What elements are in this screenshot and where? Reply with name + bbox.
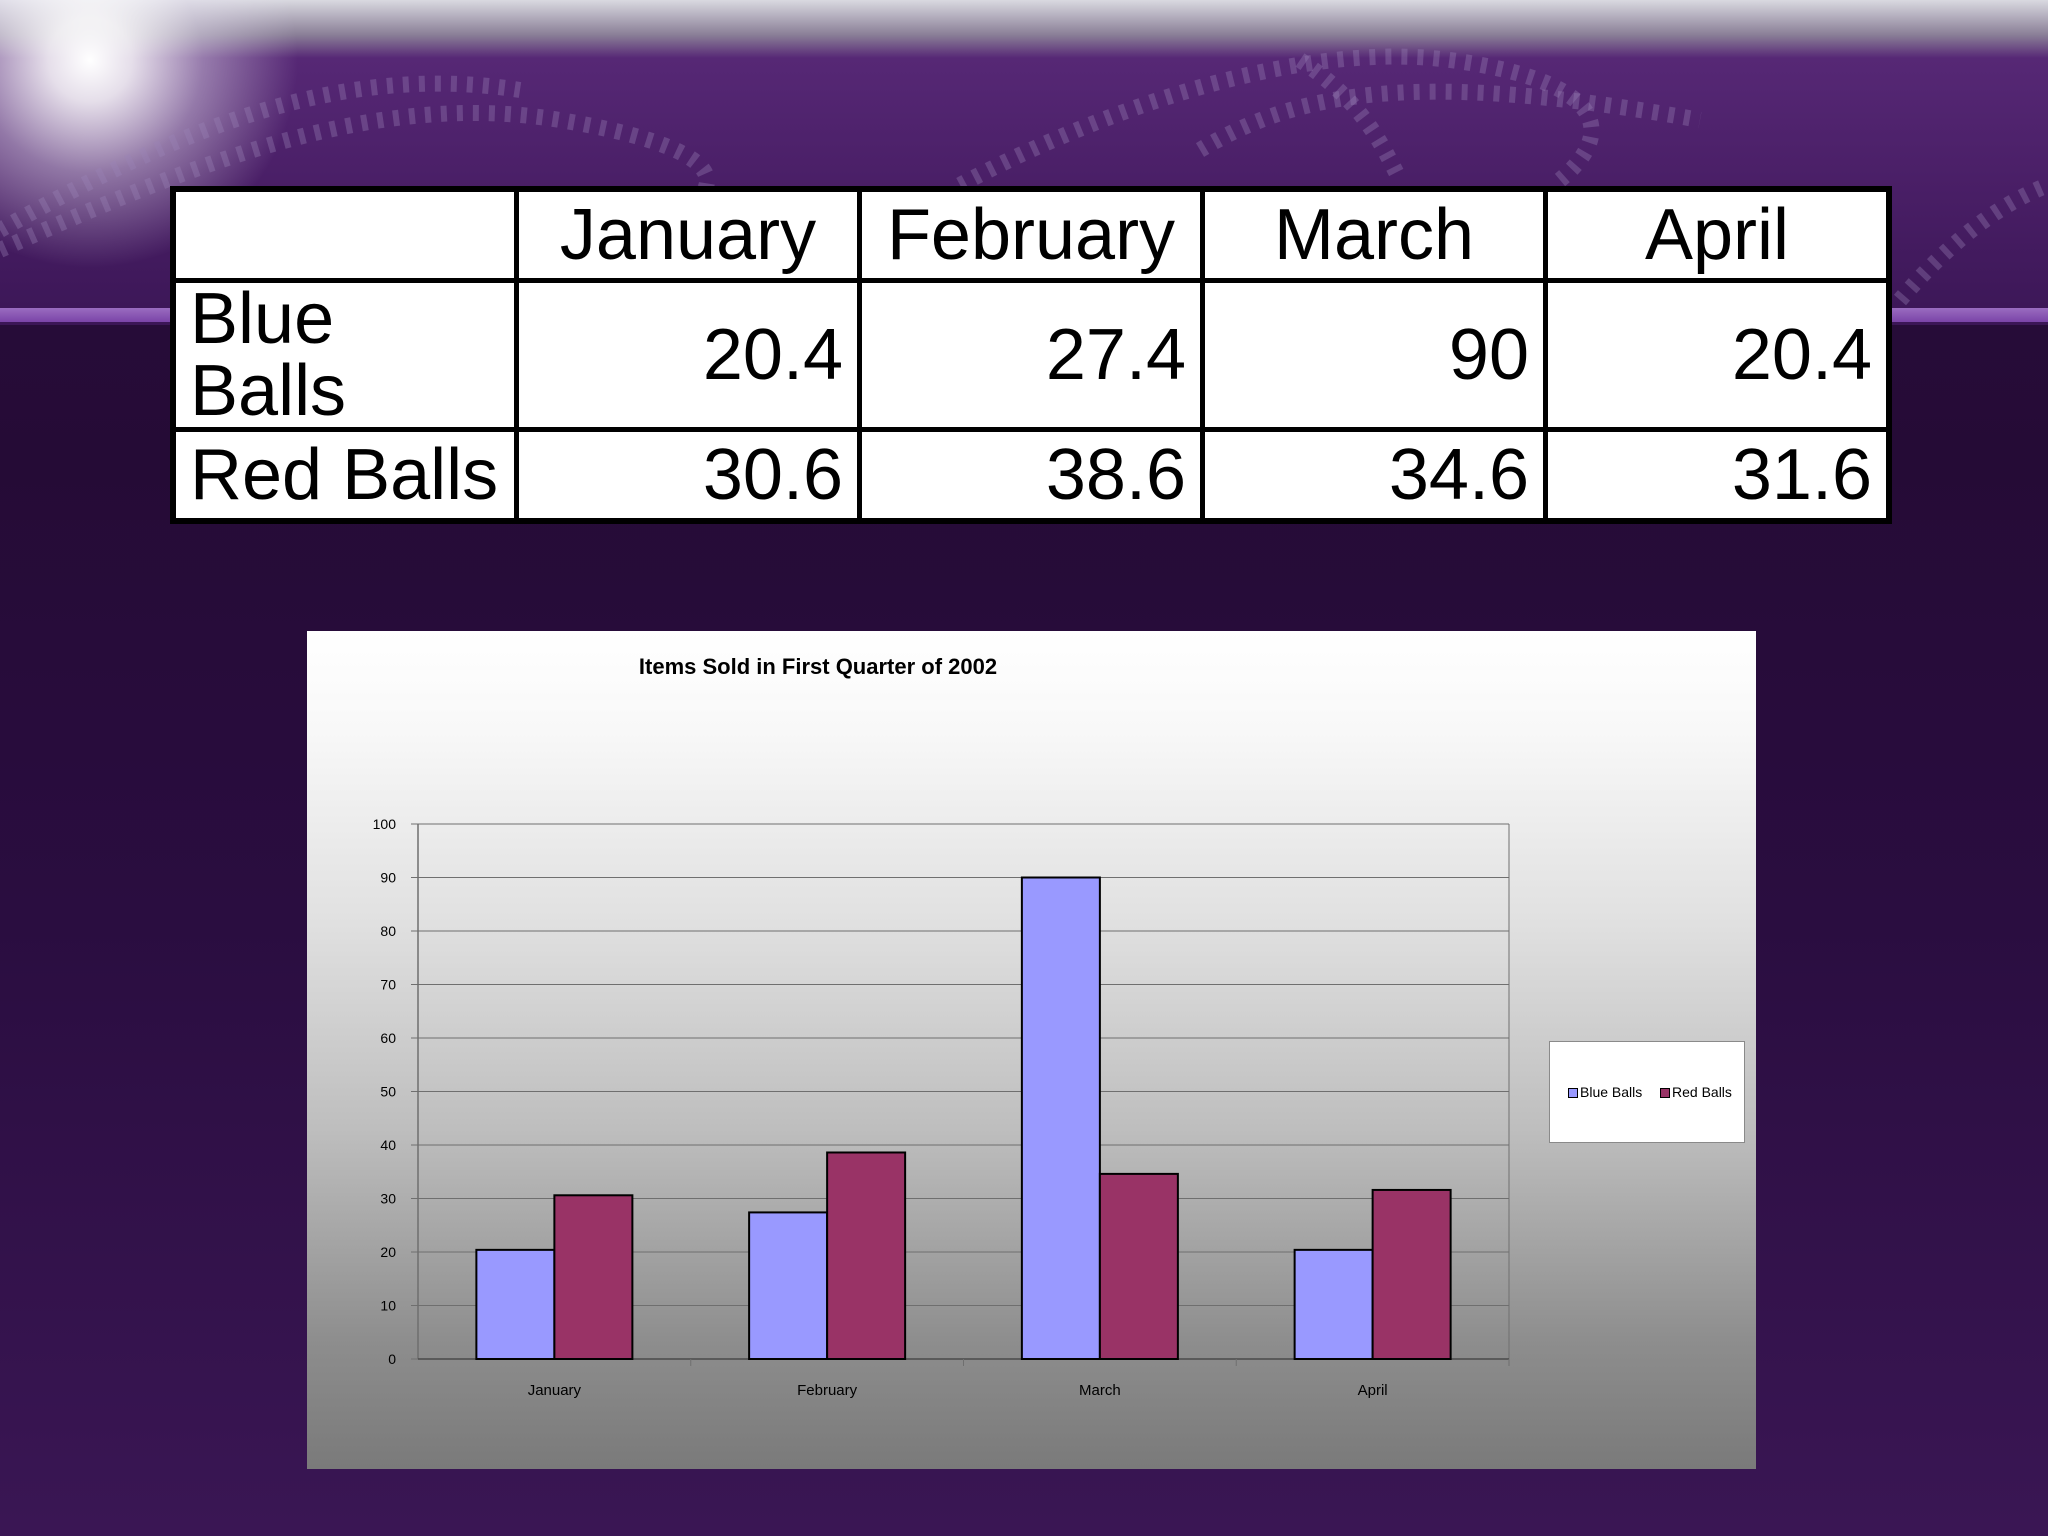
banner-top-band xyxy=(0,0,2048,58)
table-header-row: January February March April xyxy=(170,186,1892,283)
table-corner-cell xyxy=(170,186,519,283)
legend-swatch xyxy=(1660,1088,1670,1099)
y-tick-label: 50 xyxy=(380,1084,396,1100)
table-row: Blue Balls 20.4 27.4 90 20.4 xyxy=(170,278,1892,432)
bar xyxy=(748,1211,829,1360)
bar xyxy=(1020,876,1101,1360)
table-cell: 27.4 xyxy=(857,278,1205,432)
x-tick-label: February xyxy=(797,1382,858,1399)
table-cell: 90 xyxy=(1200,278,1548,432)
bar xyxy=(1371,1188,1452,1360)
legend-item-red-balls: Red Balls xyxy=(1660,1084,1732,1100)
row-label: Blue Balls xyxy=(170,278,519,432)
table-cell: 30.6 xyxy=(514,427,862,524)
y-tick-label: 60 xyxy=(380,1030,396,1046)
table-header-cell: March xyxy=(1200,186,1548,283)
legend-item-blue-balls: Blue Balls xyxy=(1568,1084,1642,1100)
table-cell: 34.6 xyxy=(1200,427,1548,524)
bar xyxy=(1098,1172,1179,1361)
bar xyxy=(553,1194,634,1360)
binary-decoration xyxy=(0,48,2048,306)
y-tick-label: 100 xyxy=(373,816,397,832)
y-tick-label: 20 xyxy=(380,1244,396,1260)
bar-chart: Items Sold in First Quarter of 2002 0 10 20… xyxy=(373,654,1510,1399)
y-tick-label: 70 xyxy=(380,977,396,993)
y-tick-label: 0 xyxy=(388,1351,396,1367)
chart-title: Items Sold in First Quarter of 2002 xyxy=(639,654,997,679)
bar xyxy=(1293,1248,1374,1360)
sales-data-table: January February March April Blue Balls … xyxy=(170,186,1892,524)
table-cell: 38.6 xyxy=(857,427,1205,524)
chart-legend: Blue Balls Red Balls xyxy=(1549,1041,1745,1143)
legend-label: Blue Balls xyxy=(1580,1084,1643,1100)
x-tick-label: April xyxy=(1358,1382,1388,1399)
bar xyxy=(475,1248,556,1360)
bar xyxy=(826,1151,907,1360)
chart-panel: Items Sold in First Quarter of 2002 0 10 20… xyxy=(307,631,1756,1469)
table-header-cell: February xyxy=(857,186,1205,283)
y-tick-label: 90 xyxy=(380,870,396,886)
x-tick-label: January xyxy=(528,1382,582,1399)
legend-label: Red Balls xyxy=(1672,1084,1732,1100)
y-tick-label: 10 xyxy=(380,1298,396,1314)
table-row: Red Balls 30.6 38.6 34.6 31.6 xyxy=(170,427,1892,524)
table-header-cell: January xyxy=(514,186,862,283)
x-tick-label: March xyxy=(1079,1382,1121,1399)
y-tick-label: 40 xyxy=(380,1137,396,1153)
y-tick-label: 30 xyxy=(380,1191,396,1207)
legend-swatch xyxy=(1568,1088,1578,1099)
table-header-cell: April xyxy=(1543,186,1892,283)
table-cell: 31.6 xyxy=(1543,427,1892,524)
row-label: Red Balls xyxy=(170,427,519,524)
table-cell: 20.4 xyxy=(1543,278,1892,432)
table-cell: 20.4 xyxy=(514,278,862,432)
y-tick-label: 80 xyxy=(380,923,396,939)
